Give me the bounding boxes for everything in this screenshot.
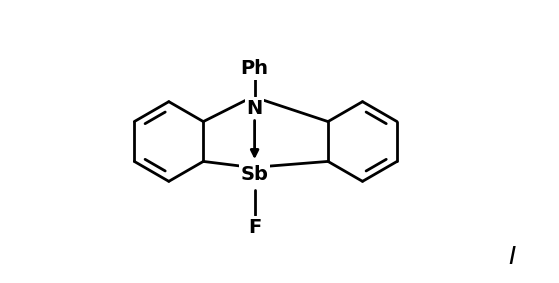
Text: F: F <box>248 218 261 237</box>
Text: Sb: Sb <box>241 165 268 184</box>
Text: N: N <box>247 99 263 118</box>
Text: I: I <box>508 245 515 269</box>
Text: Ph: Ph <box>240 59 268 78</box>
